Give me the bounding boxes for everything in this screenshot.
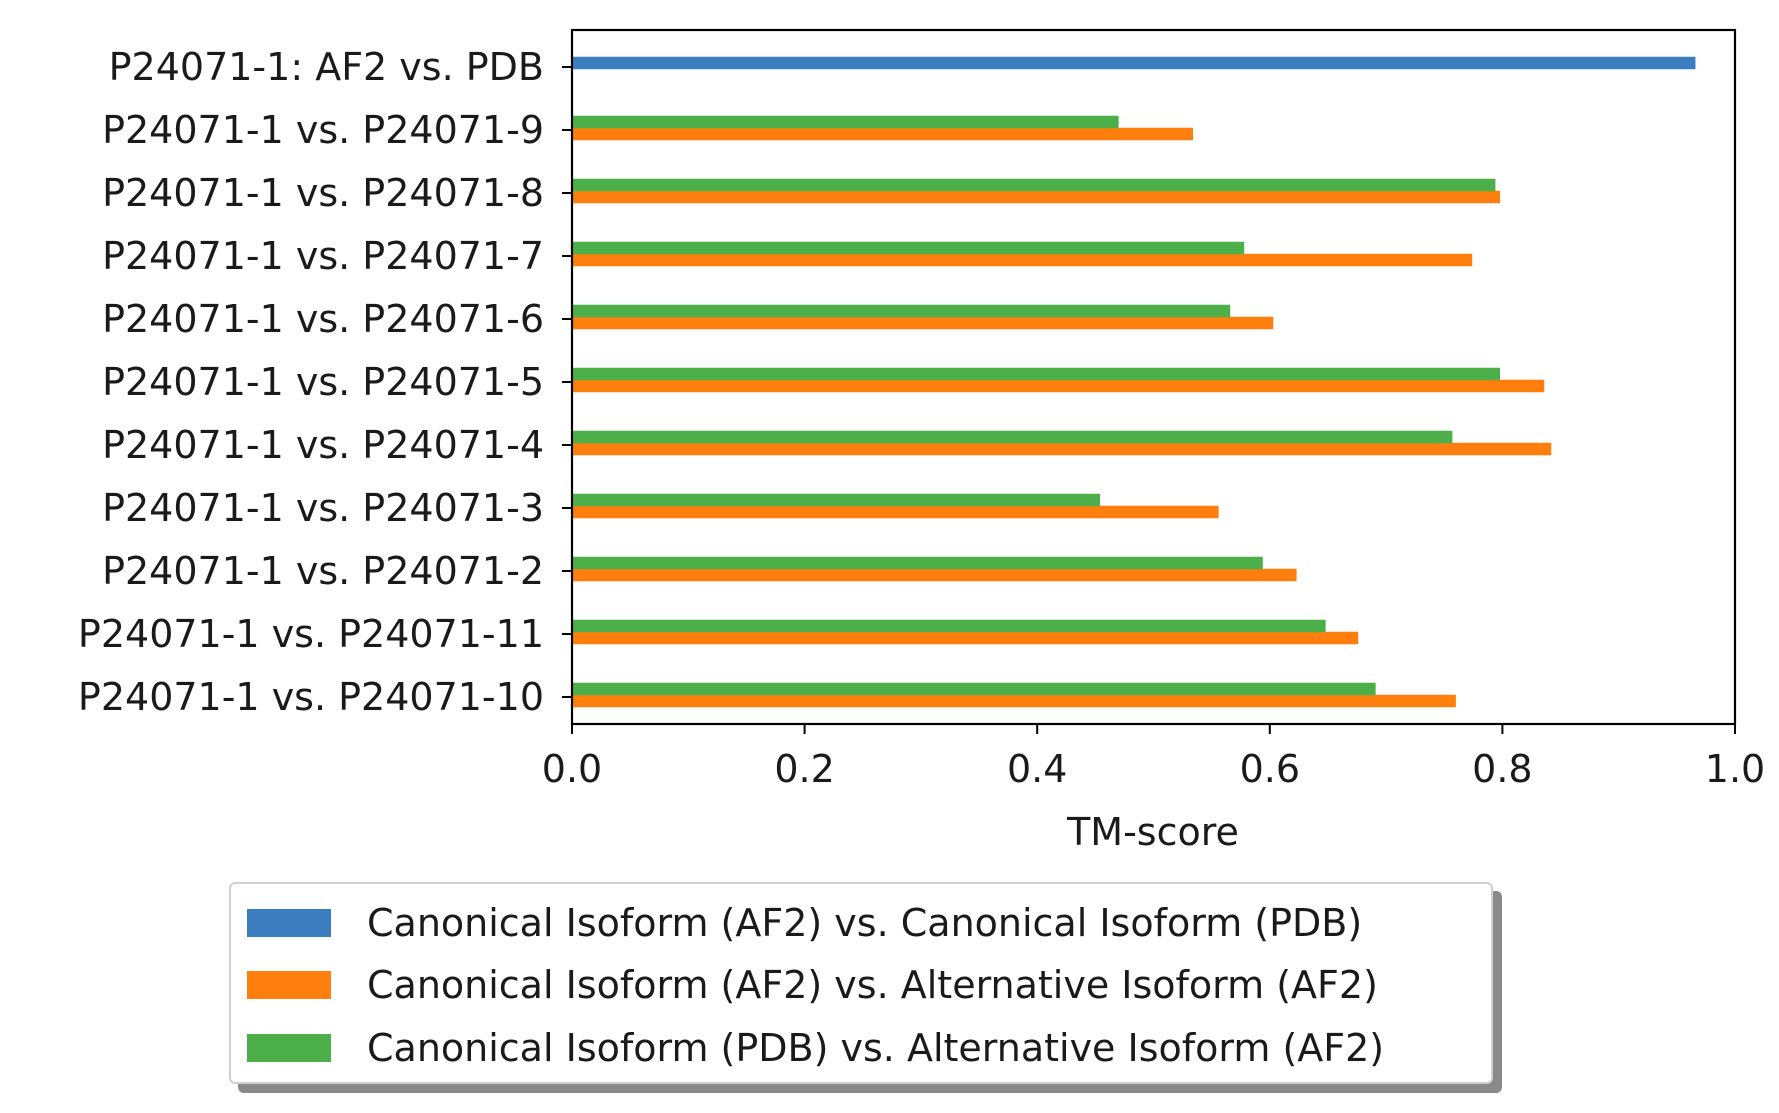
bar-pdb-vs-alt xyxy=(572,115,1119,129)
legend-item-af2-vs-pdb: Canonical Isoform (AF2) vs. Canonical Is… xyxy=(247,898,1362,948)
x-tick-label: 0.6 xyxy=(1240,747,1300,791)
plot-frame xyxy=(570,28,1737,726)
bar-pdb-vs-alt xyxy=(572,367,1501,381)
bar-af2-vs-alt xyxy=(572,631,1359,645)
bar-af2-vs-alt xyxy=(572,568,1297,582)
x-tick-label: 0.8 xyxy=(1472,747,1532,791)
legend-swatch-blue xyxy=(247,909,331,937)
y-tick-label: P24071-1 vs. P24071-8 xyxy=(102,171,544,215)
x-tick-label: 0.0 xyxy=(542,747,602,791)
x-tick-label: 1.0 xyxy=(1705,747,1765,791)
legend-item-af2-vs-alt: Canonical Isoform (AF2) vs. Alternative … xyxy=(247,960,1378,1010)
bars-group xyxy=(572,56,1696,708)
y-tick-label: P24071-1 vs. P24071-4 xyxy=(102,423,544,467)
legend-swatch-orange xyxy=(247,971,331,999)
y-tick-label: P24071-1 vs. P24071-9 xyxy=(102,108,544,152)
bar-pdb-vs-alt xyxy=(572,178,1496,192)
y-tick-label: P24071-1 vs. P24071-6 xyxy=(102,297,544,341)
bar-af2-vs-alt xyxy=(572,442,1552,456)
bar-af2-vs-alt xyxy=(572,127,1194,141)
bar-pdb-vs-alt xyxy=(572,493,1101,507)
bar-af2-vs-alt xyxy=(572,379,1545,393)
bar-pdb-vs-alt xyxy=(572,241,1245,255)
bar-pdb-vs-alt xyxy=(572,682,1376,696)
x-axis: 0.0 0.2 0.4 0.6 0.8 1.0 xyxy=(542,724,1765,791)
bar-pdb-vs-alt xyxy=(572,556,1263,570)
x-axis-label: TM-score xyxy=(1066,810,1239,854)
bar-af2-vs-alt xyxy=(572,694,1456,708)
bar-af2-vs-alt xyxy=(572,190,1501,204)
legend-swatch-green xyxy=(247,1034,331,1062)
y-tick-label: P24071-1 vs. P24071-3 xyxy=(102,486,544,530)
y-tick-label: P24071-1 vs. P24071-10 xyxy=(78,675,544,719)
x-tick-label: 0.2 xyxy=(774,747,834,791)
y-tick-label: P24071-1 vs. P24071-5 xyxy=(102,360,544,404)
x-tick-label: 0.4 xyxy=(1007,747,1067,791)
bar-canonical-vs-pdb xyxy=(572,56,1696,70)
y-tick-label: P24071-1 vs. P24071-2 xyxy=(102,549,544,593)
bar-af2-vs-alt xyxy=(572,253,1473,267)
bar-pdb-vs-alt xyxy=(572,430,1453,444)
bar-pdb-vs-alt xyxy=(572,619,1326,633)
legend-item-pdb-vs-alt: Canonical Isoform (PDB) vs. Alternative … xyxy=(247,1023,1384,1073)
bar-af2-vs-alt xyxy=(572,316,1274,330)
y-tick-label: P24071-1: AF2 vs. PDB xyxy=(109,45,544,89)
y-axis: P24071-1: AF2 vs. PDB P24071-1 vs. P24071… xyxy=(78,45,572,719)
legend: Canonical Isoform (AF2) vs. Canonical Is… xyxy=(229,882,1493,1084)
bar-pdb-vs-alt xyxy=(572,304,1231,318)
legend-label: Canonical Isoform (PDB) vs. Alternative … xyxy=(367,1026,1385,1070)
legend-label: Canonical Isoform (AF2) vs. Canonical Is… xyxy=(367,901,1363,945)
legend-label: Canonical Isoform (AF2) vs. Alternative … xyxy=(367,963,1378,1007)
bar-af2-vs-alt xyxy=(572,505,1219,519)
y-tick-label: P24071-1 vs. P24071-11 xyxy=(78,612,544,656)
y-tick-label: P24071-1 vs. P24071-7 xyxy=(102,234,544,278)
